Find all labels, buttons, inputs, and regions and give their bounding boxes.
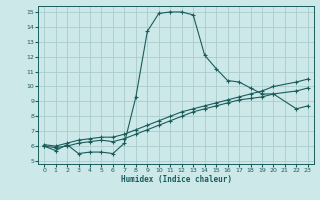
- X-axis label: Humidex (Indice chaleur): Humidex (Indice chaleur): [121, 175, 231, 184]
